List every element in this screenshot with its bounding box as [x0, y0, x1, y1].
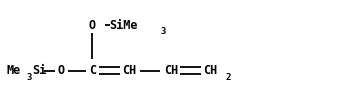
Text: O: O	[89, 19, 96, 32]
Text: O: O	[58, 64, 65, 77]
Text: CH: CH	[203, 64, 218, 77]
Text: C: C	[89, 64, 96, 77]
Text: CH: CH	[122, 64, 137, 77]
Text: 2: 2	[226, 73, 231, 82]
Text: SiMe: SiMe	[110, 19, 138, 32]
Text: Me: Me	[7, 64, 21, 77]
Text: Si: Si	[32, 64, 46, 77]
Text: 3: 3	[160, 27, 166, 36]
Text: 3: 3	[26, 73, 32, 82]
Text: CH: CH	[164, 64, 178, 77]
